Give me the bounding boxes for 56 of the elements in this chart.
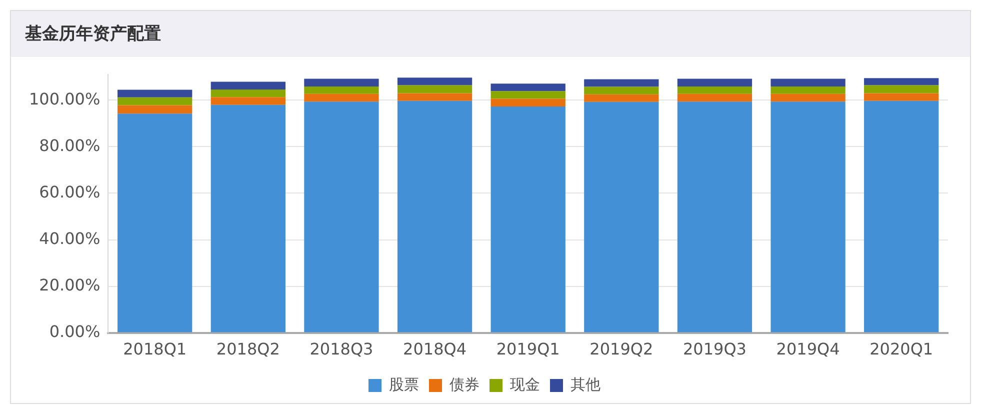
bar (864, 85, 939, 94)
bar (584, 102, 659, 332)
x-tick-label: 2020Q1 (870, 340, 934, 359)
bar (770, 102, 846, 332)
bar (864, 93, 939, 101)
bar (584, 79, 659, 87)
bar (210, 89, 286, 98)
y-tick-label: 20.00% (39, 275, 100, 294)
x-tick-label: 2018Q2 (216, 340, 280, 359)
x-tick-label: 2018Q3 (310, 340, 374, 359)
bar (304, 78, 379, 86)
legend-label: 股票 (389, 375, 419, 394)
bar (864, 100, 939, 332)
bar (118, 97, 192, 106)
x-tick-label: 2018Q1 (123, 340, 187, 359)
legend-label: 现金 (510, 375, 540, 394)
legend-label: 债券 (450, 375, 480, 394)
bar (490, 84, 566, 92)
y-tick-label: 60.00% (39, 182, 100, 202)
bar (864, 78, 939, 86)
bar (397, 100, 472, 332)
bar (210, 104, 286, 332)
legend-label: 其他 (570, 375, 600, 394)
y-tick-label: 80.00% (39, 136, 100, 155)
bar (397, 78, 472, 86)
bar (304, 86, 379, 94)
x-tick-label: 2019Q3 (682, 340, 746, 359)
bar (584, 86, 659, 94)
bar (770, 78, 846, 86)
bar (397, 85, 472, 94)
bar (490, 91, 566, 99)
bar (677, 86, 752, 94)
x-tick-label: 2019Q1 (496, 340, 560, 359)
bar (118, 90, 192, 98)
bar (584, 94, 659, 102)
bar (677, 94, 752, 102)
bar (490, 98, 566, 106)
bar (118, 114, 192, 332)
x-tick-label: 2018Q4 (403, 340, 467, 359)
y-tick-label: 40.00% (39, 228, 100, 248)
bar (490, 106, 566, 332)
y-tick-label: 0.00% (49, 322, 100, 341)
y-tick-label: 100.00% (29, 89, 100, 108)
bar (118, 105, 192, 114)
bar (770, 94, 846, 102)
bar (304, 102, 379, 332)
chart-title: 基金历年资产配置 (11, 11, 970, 57)
bar (677, 78, 752, 86)
bar (677, 102, 752, 332)
bar (397, 93, 472, 101)
bar (304, 94, 379, 102)
bar (210, 82, 286, 90)
x-tick-label: 2019Q2 (590, 340, 654, 359)
bar (770, 86, 846, 94)
bar (210, 97, 286, 105)
x-tick-label: 2019Q4 (776, 340, 840, 359)
